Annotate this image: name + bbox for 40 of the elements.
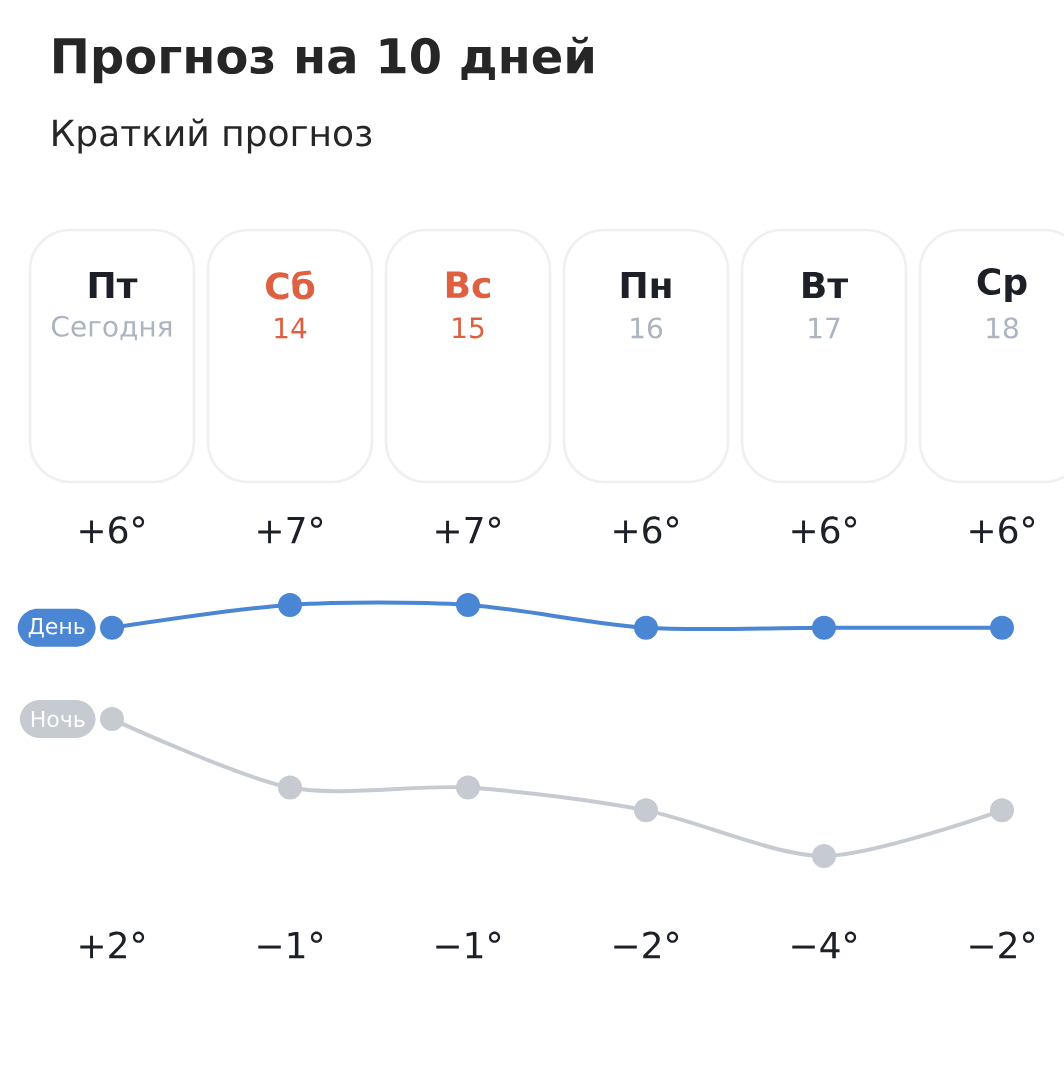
text: Сегодня [52, 315, 172, 341]
text: 16 [631, 317, 663, 339]
point [990, 615, 1014, 640]
x-tick-label: Ср [977, 267, 1027, 303]
point [100, 707, 124, 732]
text: 14 [275, 317, 307, 339]
data-label: −1° [436, 931, 501, 959]
data-label: +6° [614, 516, 679, 544]
series-label: День [28, 618, 85, 638]
point [456, 593, 480, 617]
data-label: +6° [80, 516, 145, 544]
data-label: +7° [258, 516, 323, 544]
text: 17 [809, 317, 840, 339]
data-label: +6° [792, 516, 857, 544]
data-label: +7° [436, 516, 501, 544]
chart-subtitle: Краткий прогноз [53, 118, 372, 154]
chart-title: Прогноз на 10 дней [54, 36, 593, 84]
point [812, 615, 836, 640]
x-tick-label: Вс [446, 271, 490, 299]
x-tick-label: Сб [266, 270, 315, 300]
data-label: −2° [614, 931, 679, 959]
point [456, 775, 480, 800]
x-tick-label: Вт [803, 271, 848, 299]
point [278, 775, 302, 800]
data-label: +6° [970, 516, 1035, 544]
data-label: +2° [80, 931, 145, 959]
point [278, 593, 302, 617]
series-label: Ночь [31, 710, 85, 728]
data-label: −4° [792, 931, 857, 959]
text: 18 [987, 317, 1018, 339]
point [634, 798, 658, 823]
x-tick-label: Пн [621, 271, 671, 299]
point [990, 798, 1014, 823]
point [634, 615, 658, 640]
data-label: −1° [258, 931, 323, 959]
x-tick-label: Пт [89, 271, 138, 299]
point [100, 615, 124, 640]
data-label: −2° [970, 931, 1035, 959]
point [812, 843, 836, 868]
text: 15 [453, 317, 484, 339]
